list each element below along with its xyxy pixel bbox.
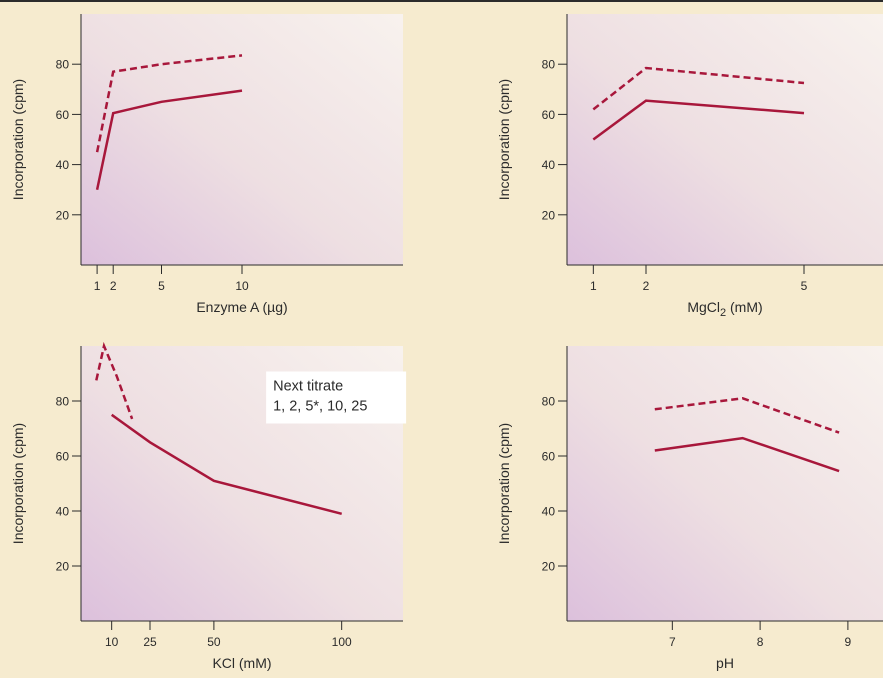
chart-panel-4: 20 40 60 80 7 8 9 pH Incorporation (cpm): [496, 346, 883, 671]
y-tick-label: 20: [542, 560, 556, 574]
y-tick-label: 40: [542, 158, 556, 172]
x-tick-label: 50: [207, 635, 221, 649]
x-axis-title: MgCl2 (mM): [687, 299, 762, 319]
y-tick-label: 60: [56, 450, 70, 464]
dashed-series-line: [654, 397, 840, 434]
x-axis-title: KCl (mM): [212, 655, 271, 671]
x-tick-label: 9: [845, 635, 852, 649]
y-tick-label: 20: [56, 208, 70, 222]
x-tick-label: 10: [235, 279, 249, 293]
solid-series-line: [592, 99, 805, 141]
y-tick-label: 40: [542, 505, 556, 519]
dashed-series-line: [95, 54, 243, 153]
x-tick-label: 10: [105, 635, 119, 649]
y-tick-label: 40: [56, 158, 70, 172]
chart-panel-2: 20 40 60 80 1 2 5 MgCl2 (mM) Incorporation (cpm): [496, 14, 883, 319]
y-tick-label: 80: [56, 395, 70, 409]
y-tick-label: 60: [542, 450, 556, 464]
x-tick-label: 1: [94, 279, 101, 293]
x-tick-label: 25: [143, 635, 157, 649]
annotation-background: [266, 371, 407, 424]
y-tick-label: 80: [542, 58, 556, 72]
plot-area: [81, 14, 403, 265]
annotation-line: 1, 2, 5*, 10, 25: [273, 399, 367, 415]
chart-panel-3: 20 40 60 80 10 25 50 100 KCl (mM) Incorporation (…: [10, 341, 407, 671]
x-tick-label: 7: [669, 635, 676, 649]
y-axis-title: Incorporation (cpm): [10, 423, 26, 544]
y-axis-title: Incorporation (cpm): [10, 79, 26, 200]
plot-area: [567, 14, 883, 265]
y-tick-label: 20: [56, 560, 70, 574]
top-rule: [0, 0, 883, 2]
y-tick-label: 60: [542, 108, 556, 122]
x-tick-label: 8: [757, 635, 764, 649]
y-tick-label: 80: [56, 58, 70, 72]
x-tick-label: 5: [801, 279, 808, 293]
chart-panel-1: 20 40 60 80 1 2 5 10 Enzyme A (µg) Incorporation …: [10, 14, 403, 315]
y-tick-label: 40: [56, 505, 70, 519]
y-axis-title: Incorporation (cpm): [496, 423, 512, 544]
x-tick-label: 1: [590, 279, 597, 293]
x-tick-label: 100: [332, 635, 352, 649]
y-axis-title: Incorporation (cpm): [496, 79, 512, 200]
x-tick-label: 2: [110, 279, 117, 293]
y-tick-label: 60: [56, 108, 70, 122]
x-tick-label: 2: [643, 279, 650, 293]
annotation-line: Next titrate: [273, 379, 343, 395]
x-axis-title: Enzyme A (µg): [196, 299, 287, 315]
solid-series-line: [654, 436, 840, 473]
x-tick-label: 5: [158, 279, 165, 293]
y-tick-label: 80: [542, 395, 556, 409]
dashed-series-line: [592, 66, 805, 111]
solid-series-line: [95, 89, 243, 190]
annotation-box: Next titrate 1, 2, 5*, 10, 25: [266, 371, 407, 424]
y-tick-label: 20: [542, 208, 556, 222]
solid-series-line: [110, 413, 343, 516]
plot-area: [567, 346, 883, 621]
x-axis-title: pH: [716, 655, 734, 671]
dashed-series-line: [95, 341, 134, 420]
